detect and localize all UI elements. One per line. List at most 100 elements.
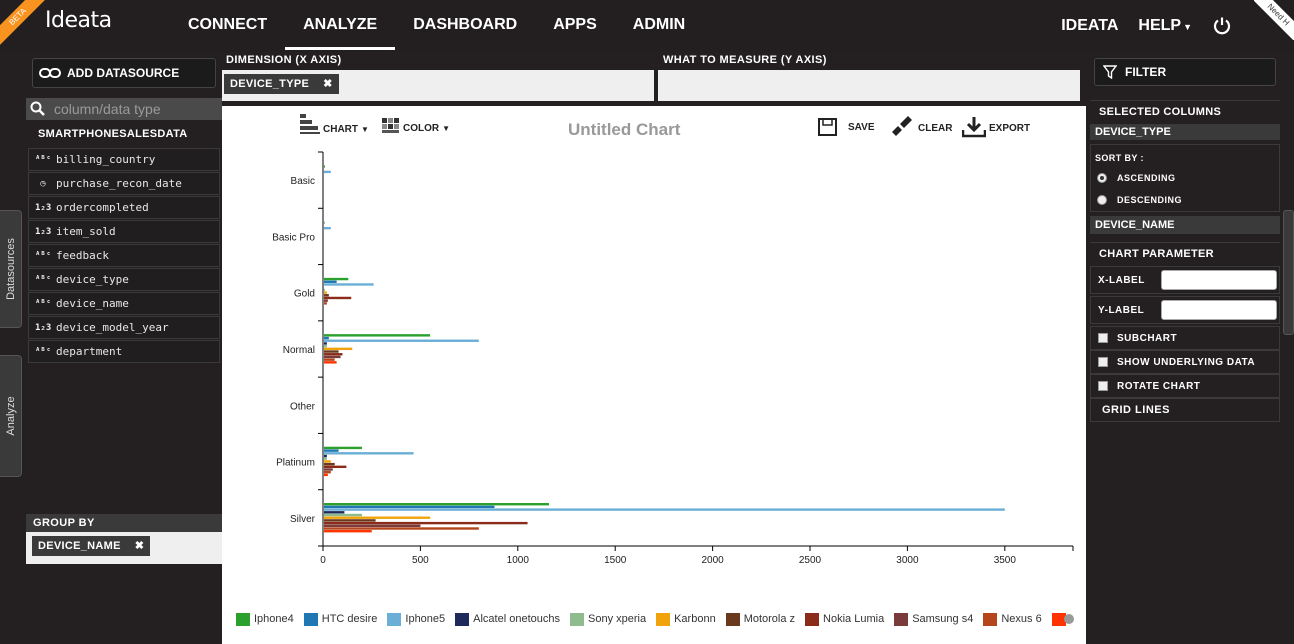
sort-descending-radio[interactable]: DESCENDING [1097,195,1182,205]
legend-item[interactable]: HTC desire [303,611,377,627]
bar-iphone4[interactable] [324,446,362,450]
bar-htc-desire[interactable] [324,449,339,452]
need-help-ribbon[interactable]: Need H [1254,0,1294,40]
bar-sony-xperia[interactable] [324,513,362,517]
bar-karbonn[interactable] [324,347,353,351]
legend-scroll-dot[interactable] [1064,614,1074,624]
bar-karbonn[interactable] [324,460,331,463]
column-item-billing-country[interactable]: ᴬᴮᶜ billing_country [28,148,220,171]
legend-item[interactable]: Nexus 6 [983,611,1042,627]
dimension-dropzone[interactable]: DEVICE_TYPE ✖ [222,70,654,101]
nav-analyze[interactable]: ANALYZE [285,0,396,50]
bar-alcatel-onetouchs[interactable] [324,342,327,345]
legend-item[interactable]: Nokia Lumia [805,611,884,627]
x-label-input[interactable] [1161,270,1277,290]
chart-title[interactable]: Untitled Chart [568,120,681,139]
bar-htc-desire[interactable] [324,336,329,340]
nav-admin[interactable]: ADMIN [632,16,686,33]
bar-iphone4[interactable] [324,503,549,506]
bar-sony-xperia[interactable] [324,344,327,348]
filter-button[interactable]: FILTER [1094,58,1276,86]
bar-htc-desire[interactable] [324,505,495,509]
grid-lines-row[interactable]: GRID LINES [1090,398,1280,422]
chart-type-button[interactable]: CHART ▼ [300,114,369,136]
help-menu[interactable]: HELP ▼ [1138,1,1192,51]
bar-asus[interactable] [324,473,328,477]
selected-column-device-name[interactable]: DEVICE_NAME [1090,216,1280,234]
bar-nokia-lumia[interactable] [324,465,347,469]
column-item-device-model-year[interactable]: 1₂3 device_model_year [28,316,220,339]
right-scrollbar[interactable] [1283,210,1294,335]
dimension-chip[interactable]: DEVICE_TYPE ✖ [224,74,339,94]
bar-motorola-z[interactable] [324,519,376,522]
bar-asus[interactable] [324,530,372,533]
legend-item[interactable]: Samsung s4 [894,611,973,627]
bar-iphone4[interactable] [324,221,325,224]
group-by-chip[interactable]: DEVICE_NAME ✖ [32,536,151,556]
bar-motorola-z[interactable] [324,350,339,353]
bar-iphone4[interactable] [324,277,349,281]
bar-nexus-6[interactable] [324,527,479,530]
bar-iphone5[interactable] [324,508,1005,511]
measure-dropzone[interactable] [658,70,1080,101]
legend-item[interactable]: Iphone4 [236,611,294,627]
rotate-chart-checkbox[interactable] [1098,381,1108,391]
bar-alcatel-onetouchs[interactable] [324,454,327,458]
bar-motorola-z[interactable] [324,462,335,466]
group-by-dropzone[interactable]: DEVICE_NAME ✖ [26,532,222,564]
y-label-input[interactable] [1161,300,1277,320]
bar-iphone4[interactable] [324,334,431,337]
legend-item[interactable]: Karbonn [656,611,716,627]
bar-motorola-z[interactable] [324,294,329,297]
show-underlying-data-row[interactable]: SHOW UNDERLYING DATA [1090,350,1280,374]
column-item-feedback[interactable]: ᴬᴮᶜ feedback [28,244,220,267]
bar-asus[interactable] [324,361,337,364]
color-button[interactable]: COLOR ▼ [382,118,450,134]
bar-nokia-lumia[interactable] [324,353,343,356]
bar-nexus-6[interactable] [324,358,335,361]
bar-htc-desire[interactable] [324,280,337,283]
bar-nexus-6[interactable] [324,471,331,474]
bar-iphone5[interactable] [324,226,331,230]
legend-item[interactable]: Asus [1051,611,1066,627]
column-item-device-name[interactable]: ᴬᴮᶜ device_name [28,292,220,315]
legend-item[interactable]: Alcatel onetouchs [455,611,560,627]
rotate-chart-row[interactable]: ROTATE CHART [1090,374,1280,398]
power-icon[interactable] [1212,16,1232,36]
bar-iphone5[interactable] [324,170,331,174]
nav-connect[interactable]: CONNECT [188,16,268,33]
bar-sony-xperia[interactable] [324,288,325,292]
remove-icon[interactable]: ✖ [134,540,145,552]
save-button[interactable]: SAVE [818,118,875,136]
remove-icon[interactable]: ✖ [323,78,333,90]
bar-samsung-s4[interactable] [324,524,421,528]
column-item-purchase-recon-date[interactable]: ◷ purchase_recon_date [28,172,220,195]
bar-sony-xperia[interactable] [324,457,327,460]
bar-iphone5[interactable] [324,452,414,455]
sort-ascending-radio[interactable]: ASCENDING [1097,173,1176,183]
show-underlying-data-checkbox[interactable] [1098,357,1108,367]
column-item-item-sold[interactable]: 1₂3 item_sold [28,220,220,243]
bar-nokia-lumia[interactable] [324,296,352,300]
bar-samsung-s4[interactable] [324,468,333,471]
bar-nexus-6[interactable] [324,302,327,305]
app-logo[interactable]: Ideata [45,8,112,33]
bar-iphone5[interactable] [324,339,479,342]
bar-iphone4[interactable] [324,165,325,168]
column-item-device-type[interactable]: ᴬᴮᶜ device_type [28,268,220,291]
nav-dashboard[interactable]: DASHBOARD [413,16,518,33]
export-button[interactable]: EXPORT [962,116,1030,138]
legend-item[interactable]: Iphone5 [387,611,445,627]
bar-samsung-s4[interactable] [324,299,328,302]
nav-apps[interactable]: APPS [553,16,597,33]
subchart-checkbox[interactable] [1098,333,1108,343]
bar-alcatel-onetouchs[interactable] [324,511,345,514]
legend-item[interactable]: Sony xperia [570,611,646,627]
subchart-row[interactable]: SUBCHART [1090,326,1280,350]
datasources-side-tab[interactable]: Datasources [0,210,22,328]
bar-iphone5[interactable] [324,283,374,286]
bar-samsung-s4[interactable] [324,355,341,359]
column-item-department[interactable]: ᴬᴮᶜ department [28,340,220,363]
analyze-side-tab[interactable]: Analyze [0,355,22,477]
bar-karbonn[interactable] [324,516,431,519]
